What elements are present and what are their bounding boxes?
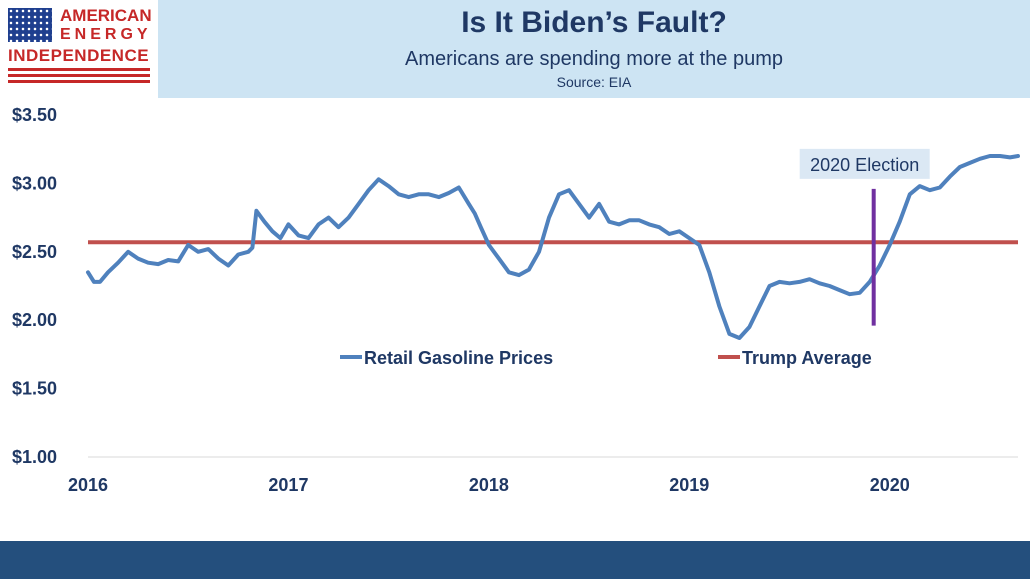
election-label: 2020 Election (810, 155, 919, 175)
legend: Retail Gasoline Prices Trump Average (340, 348, 872, 368)
logo-line-2: ENERGY (60, 26, 152, 43)
axes: $1.00 $1.50 $2.00 $2.50 $3.00 $3.50 2016 2017 20… (12, 105, 1018, 495)
x-tick-label: 2016 (68, 475, 108, 495)
y-tick-label: $1.00 (12, 447, 57, 467)
x-tick-label: 2019 (669, 475, 709, 495)
y-tick-label: $2.00 (12, 310, 57, 330)
footer-bar (0, 541, 1030, 579)
source-note: Source: EIA (556, 74, 632, 90)
y-tick-label: $3.50 (12, 105, 57, 125)
retail-gasoline-line (86, 154, 1020, 340)
election-annotation: 2020 Election (799, 148, 930, 326)
logo-stripes (8, 68, 150, 90)
logo: AMERICAN ENERGY INDEPENDENCE (0, 0, 158, 98)
flag-icon (8, 8, 52, 42)
x-tick-label: 2020 (870, 475, 910, 495)
y-tick-label: $1.50 (12, 379, 57, 399)
election-label-box (799, 148, 930, 179)
legend-label-trump: Trump Average (742, 348, 872, 368)
x-tick-label: 2018 (469, 475, 509, 495)
page-title: Is It Biden’s Fault? (461, 6, 727, 39)
header-banner: AMERICAN ENERGY INDEPENDENCE Is It Biden… (0, 0, 1030, 98)
page-subtitle: Americans are spending more at the pump (405, 48, 783, 70)
legend-label-retail: Retail Gasoline Prices (364, 348, 553, 368)
chart: $1.00 $1.50 $2.00 $2.50 $3.00 $3.50 2016 2017 20… (12, 105, 1020, 495)
y-tick-label: $2.50 (12, 242, 57, 262)
logo-line-3: INDEPENDENCE (8, 46, 150, 65)
x-tick-label: 2017 (268, 475, 308, 495)
retail-gasoline-series (86, 154, 1020, 340)
logo-line-1: AMERICAN (60, 6, 152, 25)
y-tick-label: $3.00 (12, 173, 57, 193)
